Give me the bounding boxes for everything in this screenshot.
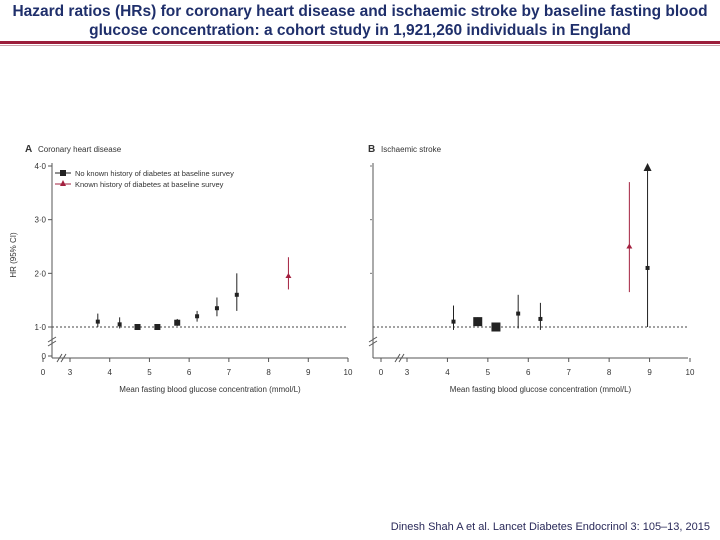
x-tick-label: 3 (68, 368, 73, 377)
title-rule (0, 41, 720, 44)
x-tick-label: 0 (379, 368, 384, 377)
x-tick-label: 5 (147, 368, 152, 377)
x-tick-label: 8 (607, 368, 612, 377)
x-tick-label: 8 (266, 368, 271, 377)
panel-a: A Coronary heart disease 0 3 4 5 6 7 8 9 10 Mean fa… (9, 144, 353, 394)
legend-entry: Known history of diabetes at baseline su… (75, 180, 224, 189)
x-tick-label: 9 (647, 368, 652, 377)
slide-title: Hazard ratios (HRs) for coronary heart d… (0, 2, 720, 40)
y-tick-label: 1·0 (34, 323, 46, 332)
x-axis-label: Mean fasting blood glucose concentration… (119, 385, 301, 394)
panel-title: Coronary heart disease (38, 145, 122, 154)
x-tick-label: 6 (526, 368, 531, 377)
x-tick-label: 3 (405, 368, 410, 377)
x-tick-label: 7 (227, 368, 232, 377)
legend-square-marker (60, 170, 66, 176)
data-point-square (516, 311, 521, 316)
x-axis-break (394, 353, 405, 363)
x-tick-label: 4 (107, 368, 112, 377)
legend-entry: No known history of diabetes at baseline… (75, 169, 234, 178)
data-point-square (473, 317, 483, 327)
data-point-square (195, 314, 200, 319)
legend-triangle-marker (60, 180, 66, 186)
panel-letter: A (25, 144, 32, 155)
title-rule-thin (0, 45, 720, 46)
y-tick-label: 2·0 (34, 269, 46, 278)
data-point-square (234, 292, 239, 297)
x-tick-label: 10 (686, 368, 695, 377)
data-point-square (451, 319, 456, 324)
citation: Dinesh Shah A et al. Lancet Diabetes End… (390, 521, 710, 533)
slide-title-line-2: glucose concentration: a cohort study in… (89, 22, 631, 39)
x-tick-label: 10 (344, 368, 353, 377)
data-point-square (134, 324, 141, 330)
ci-arrow (643, 163, 652, 171)
y-axis-break (47, 336, 57, 347)
y-axis-break (368, 336, 378, 347)
data-point-square (645, 265, 650, 270)
data-point-square (491, 322, 501, 332)
x-tick-label: 0 (41, 368, 46, 377)
data-point-square (117, 322, 122, 327)
panel-b: B Ischaemic stroke 0 3 4 5 6 7 8 9 10 Mean fasting … (368, 144, 695, 394)
y-tick-label: 3·0 (34, 216, 46, 225)
x-tick-label: 9 (306, 368, 311, 377)
x-axis-label: Mean fasting blood glucose concentration… (450, 385, 632, 394)
y-tick-label: 4·0 (34, 162, 46, 171)
panel-title: Ischaemic stroke (381, 145, 442, 154)
x-tick-label: 4 (445, 368, 450, 377)
x-axis-break (56, 353, 67, 363)
y-tick-label: 0 (42, 352, 47, 361)
data-point-triangle (626, 243, 633, 249)
x-tick-label: 6 (187, 368, 192, 377)
data-point-triangle (285, 273, 292, 279)
data-point-square (95, 319, 100, 324)
x-tick-label: 7 (566, 368, 571, 377)
data-point-square (214, 306, 219, 311)
y-axis-label: HR (95% CI) (9, 232, 18, 278)
slide-title-line-1: Hazard ratios (HRs) for coronary heart d… (12, 3, 708, 20)
data-point-square (154, 324, 161, 330)
data-point-square (174, 319, 181, 326)
panel-letter: B (368, 144, 375, 155)
data-point-square (538, 316, 543, 321)
x-tick-label: 5 (486, 368, 491, 377)
